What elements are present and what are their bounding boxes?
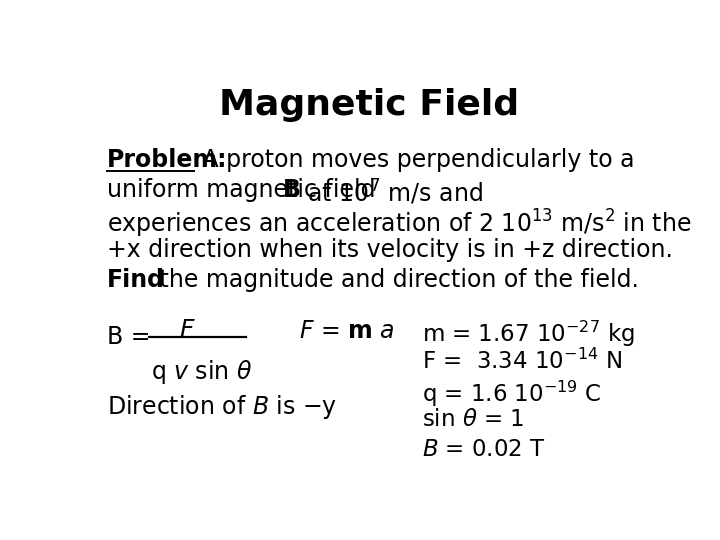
Text: at 10$^7$ m/s and: at 10$^7$ m/s and	[300, 178, 482, 207]
Text: q = 1.6 10$^{-19}$ C: q = 1.6 10$^{-19}$ C	[422, 379, 602, 409]
Text: B =: B =	[107, 325, 150, 349]
Text: $F$: $F$	[179, 319, 196, 342]
Text: experiences an acceleration of 2 10$^{13}$ m/s$^2$ in the: experiences an acceleration of 2 10$^{13…	[107, 208, 691, 240]
Text: $B$ = 0.02 T: $B$ = 0.02 T	[422, 438, 546, 461]
Text: Direction of $B$ is $-$y: Direction of $B$ is $-$y	[107, 393, 337, 421]
Text: Magnetic Field: Magnetic Field	[219, 87, 519, 122]
Text: Find: Find	[107, 268, 165, 292]
Text: $F$ = $\mathbf{m}$ $a$: $F$ = $\mathbf{m}$ $a$	[300, 319, 395, 343]
Text: uniform magnetic field: uniform magnetic field	[107, 178, 383, 202]
Text: m = 1.67 10$^{-27}$ kg: m = 1.67 10$^{-27}$ kg	[422, 319, 635, 349]
Text: B: B	[283, 178, 301, 202]
Text: Problem:: Problem:	[107, 148, 228, 172]
Text: sin $\theta$ = 1: sin $\theta$ = 1	[422, 408, 524, 431]
Text: A proton moves perpendicularly to a: A proton moves perpendicularly to a	[195, 148, 634, 172]
Text: q $v$ sin $\theta$: q $v$ sin $\theta$	[151, 358, 253, 386]
Text: F =  3.34 10$^{-14}$ N: F = 3.34 10$^{-14}$ N	[422, 348, 622, 374]
Text: +x direction when its velocity is in +z direction.: +x direction when its velocity is in +z …	[107, 238, 672, 262]
Text: the magnitude and direction of the field.: the magnitude and direction of the field…	[153, 268, 639, 292]
